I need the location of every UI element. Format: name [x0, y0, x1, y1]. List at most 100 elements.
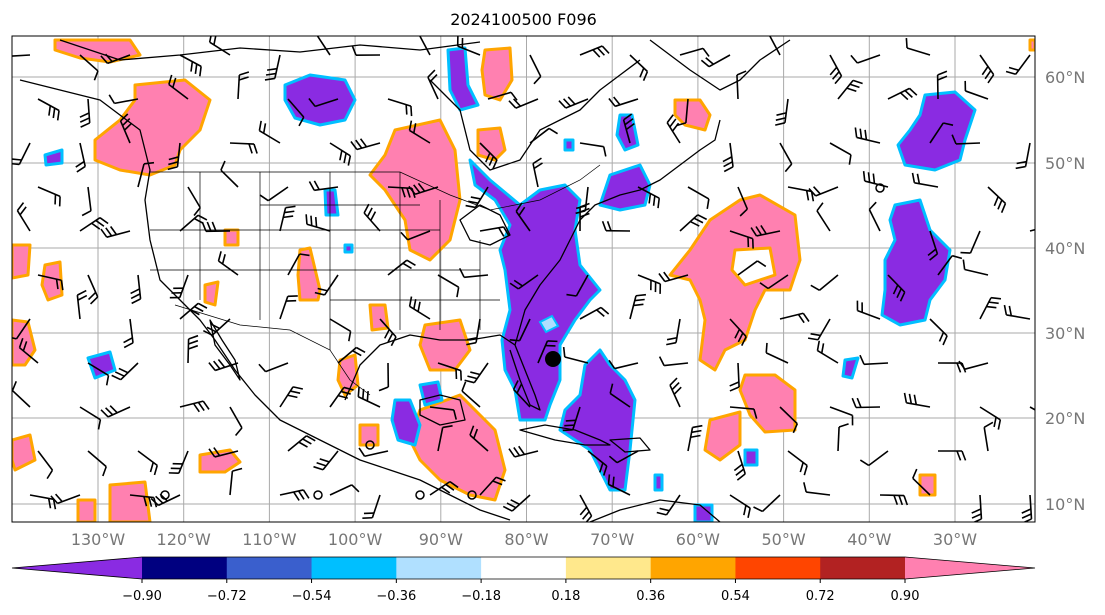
colorbar-tick-label: −0.54: [292, 589, 332, 604]
wind-barb: [465, 186, 489, 209]
wind-barb: [803, 482, 831, 496]
wind-barb: [350, 138, 381, 151]
wind-barb: [851, 397, 881, 409]
wind-barb: [168, 74, 189, 100]
colorbar-segment: [650, 557, 736, 579]
negative-region: [896, 90, 977, 172]
wind-barb: [753, 494, 781, 513]
arctic-coast: [59, 39, 481, 61]
wind-barb: [1005, 54, 1031, 76]
wind-barb: [669, 377, 682, 408]
wind-barb: [859, 450, 889, 467]
wind-barb: [579, 45, 610, 58]
longitude-label: 130°W: [71, 530, 126, 549]
wind-barb: [962, 259, 989, 276]
wind-barb: [937, 450, 967, 461]
wind-barb: [137, 161, 155, 188]
positive-region: [418, 318, 472, 372]
longitude-label: 100°W: [328, 530, 383, 549]
wind-barb: [202, 318, 231, 336]
wind-barb: [558, 96, 589, 109]
wind-barb: [279, 386, 304, 408]
wind-barb: [308, 180, 339, 192]
atlantic-coastline: [514, 119, 721, 346]
wind-barb: [87, 274, 99, 305]
colorbar-tick-label: 0.72: [806, 589, 835, 604]
wind-barb: [179, 302, 208, 320]
positive-region: [198, 448, 242, 474]
wind-barb: [408, 120, 431, 144]
wind-barb: [537, 340, 558, 364]
wind-barb: [608, 450, 639, 464]
storm-center-marker: [545, 351, 561, 367]
wind-barb: [912, 468, 931, 496]
wind-barb: [1021, 494, 1033, 522]
cuba: [519, 424, 611, 446]
wind-barb: [733, 450, 746, 481]
longitude-label: 120°W: [157, 530, 212, 549]
wind-barb: [387, 98, 413, 117]
wind-barb: [515, 202, 531, 232]
positive-region: [1028, 38, 1035, 52]
wind-barb: [313, 450, 339, 471]
wind-barb: [357, 386, 381, 408]
longitude-label: 80°W: [504, 530, 548, 549]
map-frame: [11, 35, 1036, 523]
wind-barb: [50, 493, 81, 505]
colorbar-segment: [481, 557, 567, 579]
wind-barb: [587, 450, 608, 476]
wind-barb: [787, 186, 815, 202]
wind-barb: [12, 142, 31, 166]
colorbar-segment: [142, 557, 228, 579]
wind-barb: [579, 494, 593, 522]
wind-barb: [905, 37, 931, 56]
wind-barb: [656, 494, 681, 516]
wind-barb: [329, 142, 352, 166]
wind-barb: [854, 127, 881, 144]
wind-barb: [775, 98, 789, 126]
wind-barb: [111, 362, 139, 381]
wind-barb: [979, 54, 995, 84]
wind-barb: [287, 435, 316, 452]
us-canada-border: [150, 164, 601, 211]
wind-barb: [258, 120, 281, 144]
greenland-coast: [649, 39, 791, 91]
wind-barb: [129, 494, 158, 508]
wind-barb: [729, 318, 747, 346]
wind-barb: [750, 225, 781, 237]
negative-region: [563, 138, 575, 152]
wind-barb: [79, 98, 91, 128]
longitude-label: 70°W: [590, 530, 634, 549]
latitude-label: 20°N: [1045, 409, 1085, 428]
wind-barb: [81, 186, 92, 217]
wind-barb: [461, 381, 481, 408]
wind-barb: [687, 186, 710, 209]
wind-barb: [859, 354, 889, 366]
south-america-coast: [589, 499, 721, 522]
wind-barb: [279, 205, 296, 232]
negative-region: [283, 73, 357, 127]
wind-barb: [529, 54, 542, 85]
hispaniola: [609, 437, 651, 453]
wind-barb: [979, 296, 1002, 320]
positive-region: [93, 78, 212, 177]
wind-barb: [187, 186, 201, 216]
colorbar-segment: [820, 557, 906, 579]
wind-barb: [579, 306, 610, 320]
negative-region: [418, 380, 444, 407]
negative-anomaly-regions: [43, 46, 977, 522]
latitude-labels: 60°N 50°N 40°N 30°N 20°N 10°N: [1045, 68, 1085, 514]
wind-barb: [971, 494, 983, 522]
wind-barb: [487, 91, 518, 101]
wind-barb: [400, 230, 431, 241]
wind-barbs: [12, 36, 1035, 522]
negative-region: [390, 398, 422, 447]
wind-barb: [512, 380, 531, 408]
wind-barb: [87, 450, 107, 477]
wind-barb: [532, 157, 543, 188]
wind-barb: [329, 386, 354, 408]
negative-region: [743, 448, 759, 467]
latitude-label: 10°N: [1045, 495, 1085, 514]
wind-barb: [879, 494, 909, 506]
wind-barb: [601, 220, 631, 232]
